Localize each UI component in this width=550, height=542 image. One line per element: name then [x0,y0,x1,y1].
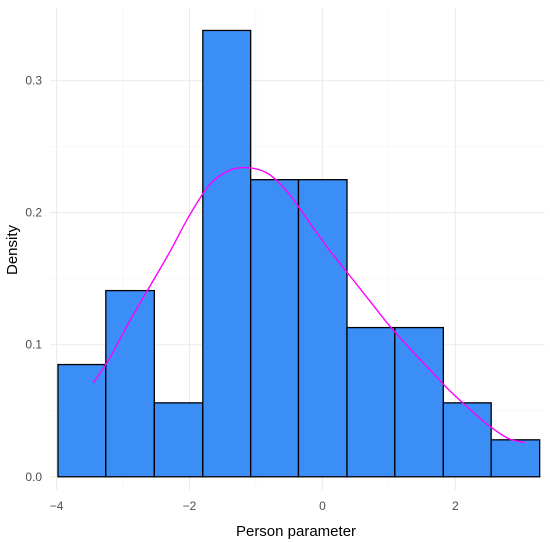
histogram-bar-7 [346,326,396,478]
histogram-bar-4 [202,29,252,478]
histogram-bar-2 [105,289,155,478]
x-tick-label: 0 [319,499,326,513]
x-tick-label: −2 [183,499,197,513]
histogram-bar-5 [250,179,300,478]
histogram-bar-3 [153,402,204,478]
y-tick-label: 0.0 [25,470,42,484]
x-tick-label: 2 [452,499,459,513]
y-tick-label: 0.1 [25,338,42,352]
density-curve [92,166,526,444]
y-axis-title: Density [4,224,21,275]
y-axis-ticks: 0.0 0.1 0.2 0.3 [25,74,42,484]
y-tick-label: 0.2 [25,206,42,220]
histogram-bars [57,29,541,478]
histogram-bar-6 [297,179,348,478]
histogram-bar-9 [442,402,492,478]
x-axis-title: Person parameter [236,523,356,540]
histogram-bar-10 [490,439,541,478]
histogram-bar-1 [57,363,107,478]
y-tick-label: 0.3 [25,74,42,88]
x-axis-ticks: −4 −2 0 2 [50,499,459,513]
x-tick-label: −4 [50,499,64,513]
histogram-bar-8 [394,326,444,478]
